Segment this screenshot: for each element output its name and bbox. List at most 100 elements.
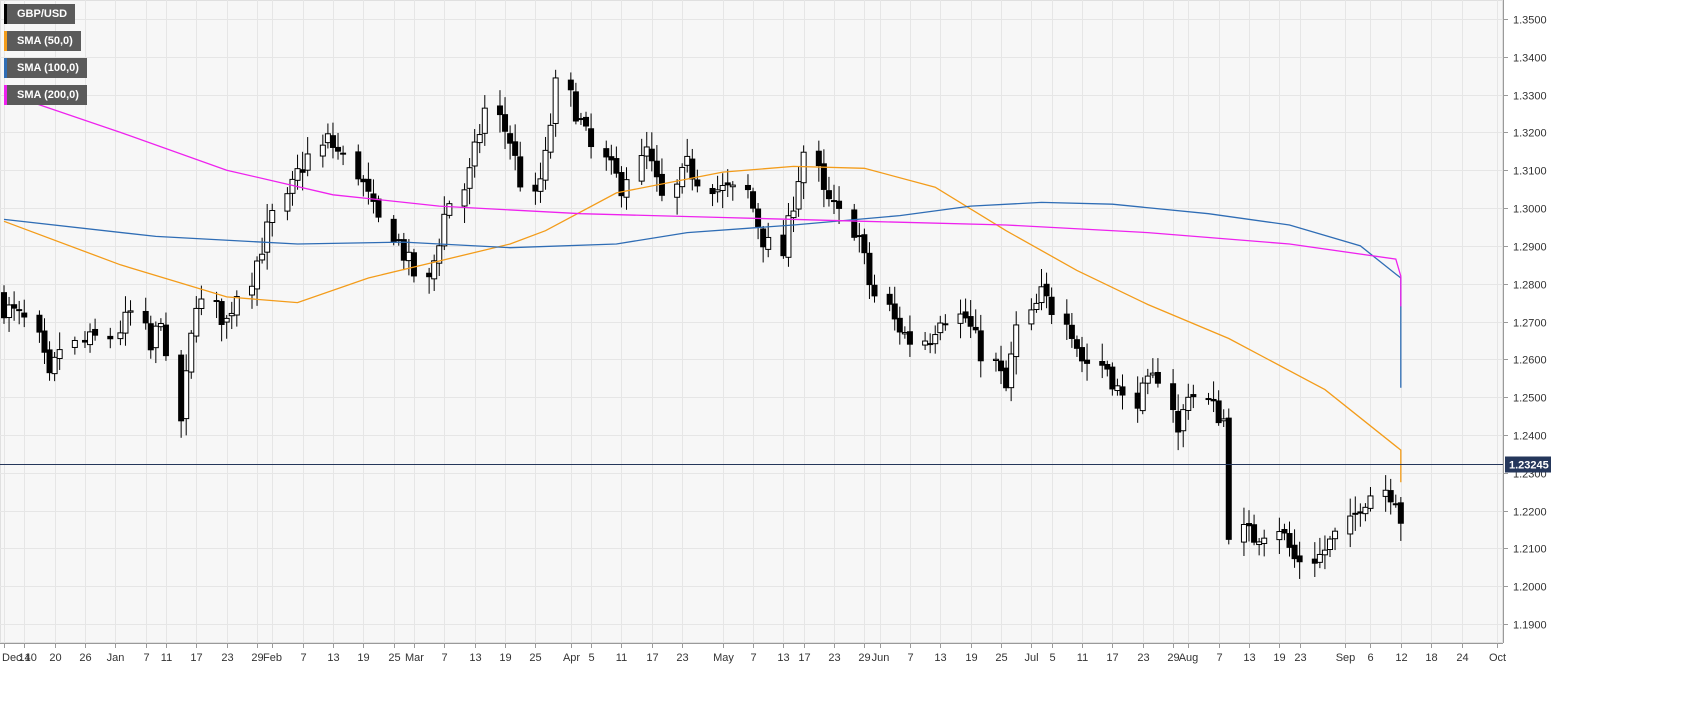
y-tick-label: 1.3200 [1513,128,1547,140]
candle [218,298,225,342]
y-tick-label: 1.1900 [1513,620,1547,632]
candle-body [1033,302,1040,310]
candle-body [1246,523,1253,527]
candle-body [1392,503,1399,506]
y-tick-label: 1.2900 [1513,242,1547,254]
candle [1352,496,1359,531]
candle-body [608,156,615,161]
candle [1296,541,1303,579]
candle [1043,272,1050,309]
candle-body [426,272,433,278]
candle [1078,336,1085,373]
candle [21,299,28,328]
x-tick-label: 23 [828,652,840,664]
candle-body [390,218,397,243]
candle-body [542,149,549,181]
candle-body [1251,524,1258,543]
x-tick-label: 25 [529,652,541,664]
x-tick-label: 29 [251,652,263,664]
candle [410,248,417,283]
x-tick-label: Jun [872,652,890,664]
candle-body [1003,367,1010,389]
candle-body [319,144,326,157]
candle-body [1357,511,1364,514]
candle-body [1367,495,1374,509]
legend-item-sma50[interactable]: SMA (50,0) [4,31,81,51]
x-tick-label: 7 [1216,652,1222,664]
candle-body [1185,396,1192,411]
candle-body [254,260,261,290]
legend-label: GBP/USD [17,8,68,20]
x-tick-label: Apr [563,652,580,664]
y-tick-label: 1.3400 [1513,53,1547,65]
candle-body [147,323,154,351]
candle-body [856,235,863,238]
candle-body [395,239,402,242]
candle [967,300,974,339]
candle [603,140,610,171]
candle [188,330,195,379]
candle [461,183,468,224]
x-tick-label: 11 [161,652,172,664]
candle [694,169,701,193]
candle [588,113,595,159]
candle-body [512,141,519,156]
x-tick-label: 6 [1367,652,1373,664]
candle [198,285,205,316]
x-tick-label: 17 [646,652,658,664]
candle-body [1008,353,1015,389]
candle [1119,374,1126,410]
candle-body [193,307,200,337]
candle [942,314,949,331]
candle-body [56,349,63,360]
candle [481,95,488,146]
candle [1387,478,1394,515]
candle [390,215,397,246]
candle [972,309,979,334]
legend-item-sma200[interactable]: SMA (200,0) [4,85,87,105]
candle [871,274,878,303]
candle [891,286,898,331]
candle [51,352,58,382]
candle [355,144,362,186]
candle-body [583,116,590,127]
candle [820,149,827,208]
candle-body [1114,385,1121,392]
x-tick-label: 7 [907,652,913,664]
legend-item-gbpusd[interactable]: GBP/USD [4,4,76,24]
x-tick-label: 25 [388,652,400,664]
candle-body [152,325,159,349]
candle-body [87,331,94,346]
candle-body [1347,515,1354,535]
y-tick-label: 1.2100 [1513,544,1547,556]
candle [11,291,18,321]
candle-body [724,182,731,186]
candle-body [269,210,276,223]
candle-body [744,184,751,191]
candle-body [780,234,787,257]
candle-body [1073,339,1080,349]
candle-body [861,234,868,254]
candle [957,299,964,339]
candle-body [998,360,1005,372]
candle [547,113,554,159]
candle [836,186,843,224]
candle-body [264,221,271,253]
candle-body [1175,410,1182,433]
candle-body [1078,347,1085,362]
candle-body [684,155,691,166]
candle-body [471,141,478,167]
candle-body [162,324,169,357]
candle-body [436,245,443,264]
legend-item-sma100[interactable]: SMA (100,0) [4,58,87,78]
candle [583,111,590,131]
candle-body [679,166,686,188]
candle-body [370,193,377,202]
candle [906,315,913,357]
candle-body [46,349,53,374]
candle-body [1038,286,1045,304]
price-tag-bg [1505,456,1551,473]
candle-body [324,133,331,144]
candle [765,222,772,258]
candle-body [1144,375,1151,384]
